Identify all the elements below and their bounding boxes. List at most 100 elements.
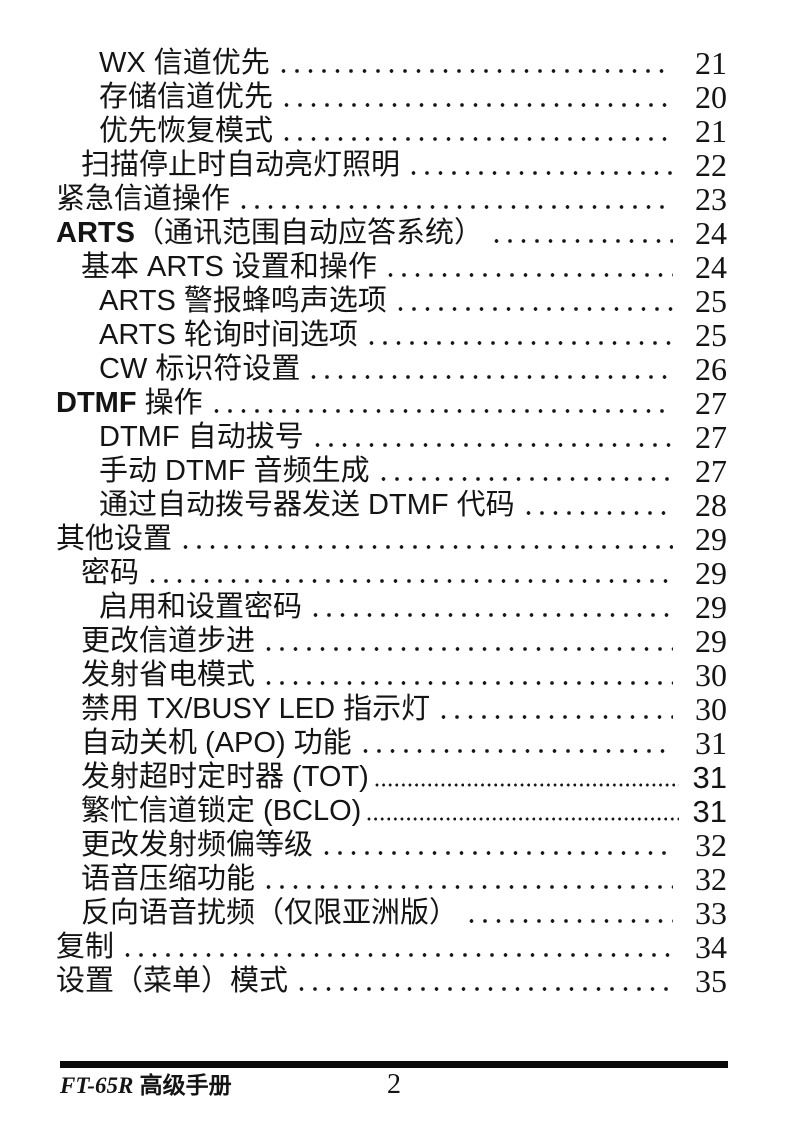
toc-entry-text: 发射省电模式: [81, 659, 256, 691]
toc-entry: 复制 34: [56, 930, 727, 964]
toc-entry: 禁用 TX/BUSY LED 指示灯 30: [56, 692, 727, 726]
toc-entry-label: 设置（菜单）模式: [56, 965, 288, 998]
dot-leader: [313, 611, 673, 619]
toc-entry: WX 信道优先 21: [56, 46, 727, 80]
toc-entry-page-number: 24: [695, 249, 727, 285]
dot-leader: [374, 781, 679, 789]
toc-entry-label: DTMF 操作: [56, 387, 203, 420]
dot-leader: [380, 475, 673, 483]
toc-entry: 更改发射频偏等级 32: [56, 828, 727, 862]
toc-entry-label: 禁用 TX/BUSY LED 指示灯: [81, 693, 430, 726]
toc-entry-label: 通过自动拨号器发送 DTMF 代码: [99, 489, 515, 522]
toc-entry: 设置（菜单）模式 35: [56, 964, 727, 998]
toc-entry-text: 反向语音扰频（仅限亚洲版）: [81, 897, 459, 929]
toc-entry: 优先恢复模式 21: [56, 114, 727, 148]
dot-leader: [299, 985, 673, 993]
toc-entry-text: 禁用 TX/BUSY LED 指示灯: [81, 693, 431, 725]
toc-entry-text: 其他设置: [56, 523, 173, 555]
dot-leader: [493, 237, 673, 245]
dot-leader: [213, 407, 673, 415]
model-name: FT-65R: [60, 1073, 134, 1098]
toc-entry-page-number: 21: [695, 113, 727, 149]
toc-entry-page-number: 29: [695, 555, 727, 591]
toc-entry: ARTS（通讯范围自动应答系统） 24: [56, 216, 727, 250]
toc-entry-text: 密码: [81, 557, 140, 589]
dot-leader: [183, 543, 673, 551]
toc-entry-page-number: 23: [695, 181, 727, 217]
toc-entry-page-number: 29: [695, 589, 727, 625]
toc-entry-page-number: 27: [695, 453, 727, 489]
toc-entry: 其他设置 29: [56, 522, 727, 556]
toc-entry: DTMF 操作 27: [56, 386, 727, 420]
toc-entry-page-number: 25: [695, 283, 727, 319]
toc-entry-page-number: 24: [695, 215, 727, 251]
toc-entry-page-number: 31: [695, 725, 727, 761]
dot-leader: [441, 713, 673, 721]
page-footer: FT-65R 高级手册 2: [60, 1061, 728, 1099]
toc-entry-text: 发射超时定时器 (TOT): [81, 761, 369, 793]
toc-entry-label: 反向语音扰频（仅限亚洲版）: [81, 897, 458, 930]
dot-leader: [266, 645, 673, 653]
dot-leader: [280, 67, 673, 75]
toc-entry-label: CW 标识符设置: [99, 353, 300, 386]
toc-entry-page-number: 29: [695, 623, 727, 659]
toc-entry-text: ARTS 警报蜂鸣声选项: [99, 285, 387, 317]
toc-entry: 手动 DTMF 音频生成 27: [56, 454, 727, 488]
toc-entry: 发射省电模式 30: [56, 658, 727, 692]
dot-leader: [150, 577, 673, 585]
toc-entry-page-number: 33: [695, 895, 727, 931]
toc-entry-page-number: 25: [695, 317, 727, 353]
toc-entry: 启用和设置密码 29: [56, 590, 727, 624]
toc-entry-label: 手动 DTMF 音频生成: [99, 455, 370, 488]
toc-entry: 基本 ARTS 设置和操作 24: [56, 250, 727, 284]
dot-leader: [411, 169, 673, 177]
toc-entry-text: 扫描停止时自动亮灯照明: [81, 149, 401, 181]
toc-entry-text: 存储信道优先: [99, 81, 274, 113]
toc-entry-text: 复制: [56, 931, 115, 963]
toc-entry-text: 优先恢复模式: [99, 115, 274, 147]
toc-entry-text: 更改发射频偏等级: [81, 829, 314, 861]
toc-entry-text: WX 信道优先: [99, 47, 270, 79]
dot-leader: [241, 203, 673, 211]
toc-entry-label: 优先恢复模式: [99, 115, 273, 148]
toc-entry-label: ARTS 轮询时间选项: [99, 319, 358, 352]
dot-leader: [284, 135, 673, 143]
toc-entry: DTMF 自动拔号 27: [56, 420, 727, 454]
toc-entry: ARTS 警报蜂鸣声选项 25: [56, 284, 727, 318]
dot-leader: [387, 271, 673, 279]
dot-leader: [314, 441, 673, 449]
toc-entry-page-number: 29: [695, 521, 727, 557]
toc-entry-label: 更改信道步进: [81, 625, 255, 658]
toc-entry-label: 启用和设置密码: [99, 591, 302, 624]
toc-entry-bold-prefix: ARTS: [56, 217, 135, 249]
dot-leader: [125, 951, 673, 959]
toc-entry-page-number: 26: [695, 351, 727, 387]
toc-entry: 语音压缩功能 32: [56, 862, 727, 896]
dot-leader: [311, 373, 673, 381]
footer-page-number: 2: [387, 1069, 401, 1100]
footer-line: FT-65R 高级手册 2: [60, 1071, 728, 1099]
toc-entry-page-number: 32: [695, 861, 727, 897]
dot-leader: [397, 305, 673, 313]
toc-entry-page-number: 31: [692, 760, 727, 795]
toc-entry-text: 更改信道步进: [81, 625, 256, 657]
table-of-contents: WX 信道优先 21 存储信道优先 20 优先恢复模式 21 扫描停止时自动亮灯…: [56, 46, 727, 998]
dot-leader: [362, 747, 673, 755]
toc-entry-page-number: 28: [695, 487, 727, 523]
toc-entry-page-number: 27: [695, 419, 727, 455]
toc-entry: 反向语音扰频（仅限亚洲版） 33: [56, 896, 727, 930]
toc-entry-text: 通过自动拨号器发送 DTMF 代码: [99, 489, 515, 521]
toc-entry: 存储信道优先 20: [56, 80, 727, 114]
dot-leader: [525, 509, 673, 517]
toc-entry: 密码 29: [56, 556, 727, 590]
toc-entry-page-number: 20: [695, 79, 727, 115]
toc-entry: CW 标识符设置 26: [56, 352, 727, 386]
toc-entry: 扫描停止时自动亮灯照明 22: [56, 148, 727, 182]
dot-leader: [368, 339, 673, 347]
toc-entry-text: CW 标识符设置: [99, 353, 301, 385]
toc-entry-label: 繁忙信道锁定 (BCLO): [81, 795, 361, 828]
toc-entry: 更改信道步进 29: [56, 624, 727, 658]
toc-entry-label: 密码: [81, 557, 139, 590]
toc-entry-text: 手动 DTMF 音频生成: [99, 455, 370, 487]
toc-entry: 繁忙信道锁定 (BCLO) 31: [56, 794, 727, 828]
